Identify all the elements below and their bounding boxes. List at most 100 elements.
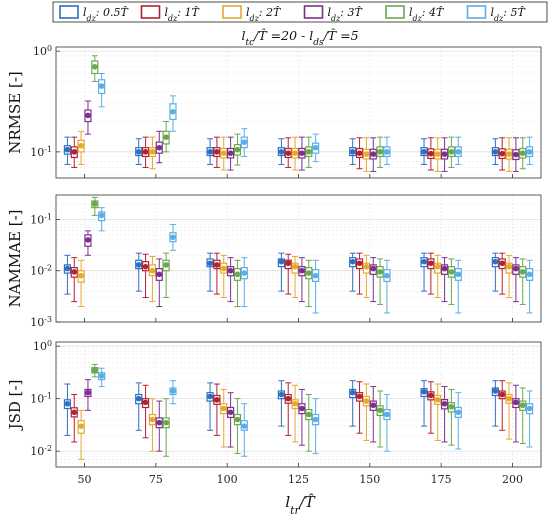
box-nammae-100-s1: [213, 252, 221, 295]
median-marker: [227, 409, 234, 416]
median-marker: [526, 405, 533, 412]
median-marker: [506, 395, 512, 402]
box-nammae-75-s4: [162, 252, 170, 299]
median-marker: [278, 258, 285, 265]
box-jsd-50-s0: [63, 383, 72, 436]
panel-nrmse: 10-1 100 NRMSE [-]: [6, 44, 542, 179]
median-marker: [170, 108, 176, 115]
box-jsd-125-s2: [291, 384, 299, 443]
box-nrmse-100-s5: [240, 128, 248, 157]
box-jsd-175-s3: [440, 386, 449, 443]
median-marker: [149, 416, 156, 423]
box-nammae-75-s3: [155, 258, 163, 308]
median-marker: [149, 149, 156, 155]
box-nrmse-200-s3: [512, 137, 520, 172]
y-tick-label: 10-2: [30, 263, 52, 278]
box-nammae-100-s0: [206, 252, 214, 292]
median-marker: [292, 150, 298, 156]
median-marker: [163, 262, 169, 268]
box-nrmse-100-s3: [227, 136, 235, 171]
box-jsd-175-s0: [420, 380, 428, 427]
y-axis-label: JSD [-]: [6, 380, 24, 432]
box-jsd-100-s4: [233, 398, 242, 455]
box-nammae-75-s1: [141, 253, 150, 299]
median-marker: [455, 271, 462, 278]
median-marker: [428, 392, 434, 399]
box-nammae-75-s2: [148, 255, 157, 303]
box-nammae-200-s5: [525, 259, 534, 314]
median-marker: [135, 262, 142, 268]
box-nammae-100-s4: [233, 259, 242, 308]
box-jsd-125-s4: [305, 394, 313, 452]
box-nrmse-200-s4: [519, 137, 527, 170]
box-nrmse-175-s3: [440, 137, 449, 172]
box-nammae-100-s3: [227, 257, 235, 303]
box-nrmse-125-s5: [312, 133, 320, 163]
median-marker: [85, 112, 91, 119]
box-nrmse-125-s3: [298, 136, 306, 171]
median-marker: [312, 416, 319, 423]
median-marker: [312, 144, 319, 151]
median-marker: [92, 367, 98, 373]
box-nammae-150-s4: [376, 258, 384, 305]
box-nrmse-75-s2: [148, 136, 157, 170]
median-marker: [421, 258, 427, 265]
box-jsd-75-s0: [135, 382, 143, 431]
box-nammae-150-s5: [383, 259, 391, 314]
median-marker: [349, 149, 356, 155]
median-marker: [519, 402, 526, 409]
box-nrmse-150-s5: [383, 136, 391, 165]
median-marker: [370, 151, 377, 157]
box-jsd-50-s2: [77, 409, 85, 460]
median-marker: [78, 142, 84, 149]
median-marker: [98, 83, 105, 89]
median-marker: [349, 258, 356, 265]
box-nrmse-175-s5: [454, 136, 462, 165]
median-marker: [434, 263, 441, 270]
box-jsd-100-s1: [213, 383, 221, 436]
median-marker: [156, 144, 163, 151]
box-jsd-125-s5: [312, 398, 320, 455]
median-marker: [421, 149, 427, 155]
median-marker: [363, 398, 370, 404]
box-nammae-50-s0: [63, 254, 72, 295]
median-marker: [356, 150, 363, 156]
median-marker: [363, 263, 370, 270]
box-nammae-175-s0: [420, 252, 428, 292]
box-jsd-100-s3: [227, 392, 235, 448]
box-nammae-175-s4: [447, 258, 456, 305]
box-jsd-200-s1: [498, 380, 506, 431]
median-marker: [220, 265, 227, 272]
box-nrmse-150-s4: [376, 136, 384, 168]
median-marker: [312, 272, 319, 279]
box-jsd-150-s3: [369, 386, 377, 443]
box-nrmse-175-s4: [447, 136, 456, 168]
legend-label: ldz: 1T̂: [165, 6, 201, 23]
median-marker: [356, 393, 363, 400]
median-marker: [421, 389, 427, 395]
median-marker: [241, 270, 248, 276]
median-marker: [428, 150, 434, 157]
box-nrmse-150-s3: [369, 137, 377, 172]
median-marker: [163, 419, 169, 426]
box-nammae-175-s3: [440, 257, 449, 303]
box-nrmse-50-s0: [63, 136, 72, 165]
box-nammae-125-s2: [291, 255, 299, 299]
box-jsd-75-s2: [148, 398, 157, 452]
box-jsd-175-s1: [427, 381, 435, 434]
box-jsd-175-s4: [447, 388, 456, 446]
box-nrmse-75-s3: [155, 130, 163, 164]
box-nammae-125-s3: [298, 257, 306, 303]
y-axis-label: NRMSE [-]: [6, 71, 24, 154]
median-marker: [278, 391, 285, 398]
box-nammae-150-s1: [355, 252, 364, 295]
median-marker: [305, 270, 312, 276]
median-marker: [441, 400, 448, 407]
box-nammae-200-s4: [519, 258, 527, 305]
box-jsd-125-s3: [298, 388, 306, 446]
x-tick-label: 175: [431, 473, 452, 486]
box-jsd-75-s4: [162, 398, 170, 457]
box-nammae-125-s4: [305, 259, 313, 308]
median-marker: [227, 267, 234, 274]
